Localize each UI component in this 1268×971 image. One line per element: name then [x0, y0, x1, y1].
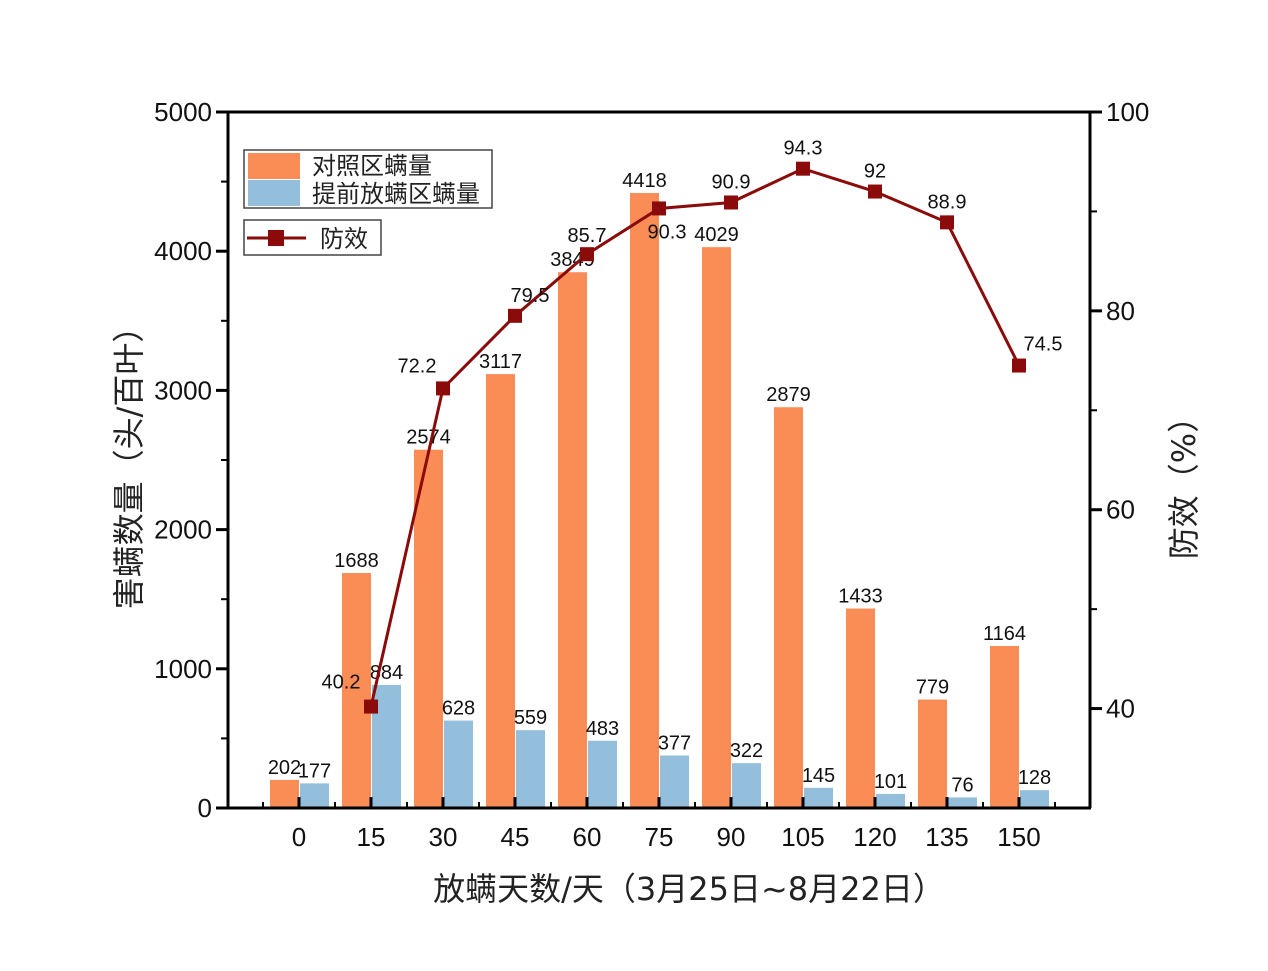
bar-release-120 — [876, 793, 905, 808]
bar-control-60 — [558, 272, 587, 808]
x-tick-label: 150 — [997, 822, 1040, 852]
bar-label-control: 2879 — [766, 384, 811, 406]
bar-label-control: 1688 — [334, 550, 379, 572]
bar-label-control: 4029 — [694, 224, 739, 246]
bar-label-release: 128 — [1018, 767, 1051, 789]
bar-label-release: 322 — [730, 740, 763, 762]
bar-control-150 — [990, 645, 1019, 808]
efficacy-label: 92 — [864, 161, 886, 183]
y-tick-label: 0 — [198, 793, 212, 823]
bar-label-release: 145 — [802, 765, 835, 787]
y2-tick-label: 40 — [1106, 694, 1135, 724]
efficacy-marker — [724, 195, 738, 210]
bar-label-release: 884 — [370, 662, 403, 684]
efficacy-label: 88.9 — [928, 191, 967, 213]
y2-axis-title: 防效（%） — [1165, 401, 1203, 559]
legend-label-control: 对照区螨量 — [312, 152, 432, 180]
bar-control-0 — [270, 779, 299, 808]
bar-label-control: 4418 — [622, 170, 667, 192]
legend-marker-sample — [268, 230, 284, 246]
bar-label-control: 1164 — [983, 623, 1026, 645]
bar-label-release: 76 — [951, 774, 973, 796]
x-tick-label: 135 — [925, 822, 968, 852]
bar-release-0 — [300, 783, 329, 808]
x-axis-title: 放螨天数/天（3月25日~8月22日） — [433, 870, 945, 908]
x-tick-label: 90 — [717, 822, 746, 852]
bar-release-75 — [660, 755, 689, 808]
bar-label-release: 177 — [298, 760, 331, 782]
efficacy-label: 74.5 — [1024, 334, 1063, 356]
efficacy-marker — [580, 247, 594, 262]
legend-label-efficacy: 防效 — [320, 225, 368, 253]
y-axis-title: 害螨数量（头/百叶） — [110, 311, 148, 610]
efficacy-label: 79.5 — [511, 285, 550, 307]
bar-label-release: 628 — [442, 698, 475, 720]
efficacy-marker — [796, 161, 810, 176]
bar-label-control: 2574 — [406, 427, 451, 449]
efficacy-label: 85.7 — [568, 225, 607, 247]
bar-label-release: 483 — [586, 718, 619, 740]
y2-tick-label: 80 — [1106, 296, 1135, 326]
bar-release-105 — [804, 787, 833, 808]
efficacy-marker — [652, 201, 666, 216]
bar-label-release: 101 — [874, 771, 907, 793]
y-tick-label: 4000 — [154, 236, 212, 266]
bar-release-60 — [588, 740, 617, 808]
efficacy-label: 90.3 — [648, 221, 687, 243]
bar-control-90 — [702, 247, 731, 808]
legend-swatch-release — [248, 180, 300, 206]
efficacy-marker — [1012, 358, 1026, 373]
x-tick-label: 75 — [645, 822, 674, 852]
x-tick-label: 60 — [573, 822, 602, 852]
y2-tick-label: 100 — [1106, 97, 1149, 127]
x-tick-label: 105 — [781, 822, 824, 852]
efficacy-line — [369, 167, 1021, 707]
bar-control-135 — [918, 699, 947, 808]
bar-control-30 — [414, 449, 443, 808]
bar-control-15 — [342, 573, 371, 808]
efficacy-label: 94.3 — [784, 138, 823, 160]
bar-control-105 — [774, 407, 803, 808]
bar-label-control: 779 — [916, 677, 949, 699]
bar-release-90 — [732, 763, 761, 808]
efficacy-marker — [940, 215, 954, 230]
efficacy-marker — [508, 308, 522, 323]
legend-swatch-control — [248, 153, 300, 179]
bar-label-control: 202 — [268, 757, 301, 779]
x-tick-label: 120 — [853, 822, 896, 852]
bar-label-control: 3117 — [479, 351, 522, 373]
x-tick-label: 0 — [292, 822, 306, 852]
y2-tick-label: 60 — [1106, 495, 1135, 525]
bar-control-45 — [486, 374, 515, 808]
efficacy-marker — [364, 699, 378, 714]
bar-label-control: 1433 — [838, 586, 883, 608]
bar-release-45 — [516, 730, 545, 808]
efficacy-label: 72.2 — [398, 355, 437, 377]
bar-control-75 — [630, 193, 659, 808]
efficacy-marker — [436, 381, 450, 396]
bar-label-release: 377 — [658, 733, 691, 755]
x-tick-label: 15 — [357, 822, 386, 852]
bar-release-135 — [948, 797, 977, 808]
efficacy-marker — [868, 184, 882, 199]
bar-control-120 — [846, 608, 875, 808]
x-tick-label: 30 — [429, 822, 458, 852]
x-tick-label: 45 — [501, 822, 530, 852]
legend-label-release: 提前放螨区螨量 — [312, 180, 480, 208]
y-tick-label: 3000 — [154, 375, 212, 405]
y-tick-label: 2000 — [154, 515, 212, 545]
bar-release-30 — [444, 720, 473, 808]
bar-release-150 — [1020, 790, 1049, 808]
y-tick-label: 5000 — [154, 97, 212, 127]
y-tick-label: 1000 — [154, 654, 212, 684]
efficacy-label: 40.2 — [322, 672, 361, 694]
efficacy-label: 90.9 — [712, 171, 751, 193]
bar-label-release: 559 — [514, 707, 547, 729]
